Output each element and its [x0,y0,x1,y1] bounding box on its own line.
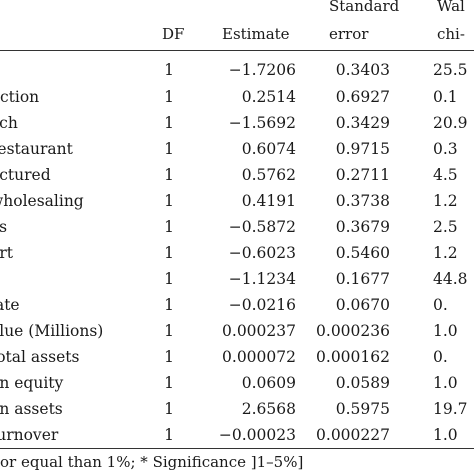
row-label: ech [0,114,18,132]
row-standard-error: 0.000227 [316,426,390,444]
row-wald: 19.7 [433,400,468,418]
row-estimate: 0.4191 [241,192,296,210]
row-df: 1 [164,374,174,392]
row-wald: 4.5 [433,166,458,184]
row-df: 1 [164,61,174,79]
row-df: 1 [164,218,174,236]
row-estimate: −0.5872 [228,218,296,236]
row-wald: 0.1 [433,88,458,106]
header-wald: Wal [437,0,465,15]
header-error: error [329,25,369,43]
row-wald: 1.0 [433,426,458,444]
row-wald: 25.5 [433,61,468,79]
row-wald: 1.2 [433,244,458,262]
row-label: on equity [0,374,64,392]
row-label: alue (Millions) [0,322,104,340]
row-standard-error: 0.0670 [335,296,390,314]
row-estimate: −0.6023 [228,244,296,262]
row-estimate: −0.00023 [218,426,296,444]
row-df: 1 [164,270,174,288]
table-footnote: or equal than 1%; * Significance ]1–5%] [0,453,304,471]
row-estimate: 0.000237 [222,322,296,340]
row-wald: 0. [433,348,448,366]
row-df: 1 [164,244,174,262]
header-rule [0,50,474,51]
row-estimate: −0.0216 [228,296,296,314]
row-df: 1 [164,296,174,314]
row-df: 1 [164,88,174,106]
header-standard: Standard [329,0,400,15]
row-label: es [0,218,8,236]
row-df: 1 [164,140,174,158]
row-wald: 0.3 [433,140,458,158]
row-standard-error: 0.6927 [335,88,390,106]
row-label: actured [0,166,51,184]
row-df: 1 [164,322,174,340]
row-estimate: −1.7206 [228,61,296,79]
row-standard-error: 0.3429 [335,114,390,132]
row-label: total assets [0,348,80,366]
row-standard-error: 0.0589 [335,374,390,392]
row-label: turnover [0,426,59,444]
row-standard-error: 0.2711 [335,166,390,184]
row-standard-error: 0.000236 [316,322,390,340]
row-df: 1 [164,348,174,366]
row-estimate: 2.6568 [241,400,296,418]
row-wald: 2.5 [433,218,458,236]
row-label: late [0,296,20,314]
header-estimate: Estimate [222,25,290,43]
row-label: uction [0,88,40,106]
row-estimate: −1.1234 [228,270,296,288]
row-estimate: 0.0609 [241,374,296,392]
row-wald: 0. [433,296,448,314]
row-standard-error: 0.1677 [335,270,390,288]
row-df: 1 [164,114,174,132]
row-standard-error: 0.000162 [316,348,390,366]
row-df: 1 [164,400,174,418]
row-estimate: 0.000072 [222,348,296,366]
row-estimate: −1.5692 [228,114,296,132]
row-estimate: 0.6074 [241,140,296,158]
row-standard-error: 0.5460 [335,244,390,262]
row-df: 1 [164,192,174,210]
row-label: ort [0,244,13,262]
row-wald: 1.2 [433,192,458,210]
row-standard-error: 0.3738 [335,192,390,210]
row-label: on assets [0,400,63,418]
row-standard-error: 0.9715 [335,140,390,158]
row-wald: 44.8 [433,270,468,288]
row-wald: 20.9 [433,114,468,132]
row-standard-error: 0.3403 [335,61,390,79]
row-estimate: 0.5762 [241,166,296,184]
bottom-rule [0,448,474,449]
row-wald: 1.0 [433,322,458,340]
row-df: 1 [164,426,174,444]
header-chi: chi- [437,25,465,43]
header-df: DF [162,25,185,43]
row-label: wholesaling [0,192,84,210]
row-estimate: 0.2514 [241,88,296,106]
row-df: 1 [164,166,174,184]
row-standard-error: 0.5975 [335,400,390,418]
row-label: restaurant [0,140,73,158]
row-wald: 1.0 [433,374,458,392]
row-standard-error: 0.3679 [335,218,390,236]
